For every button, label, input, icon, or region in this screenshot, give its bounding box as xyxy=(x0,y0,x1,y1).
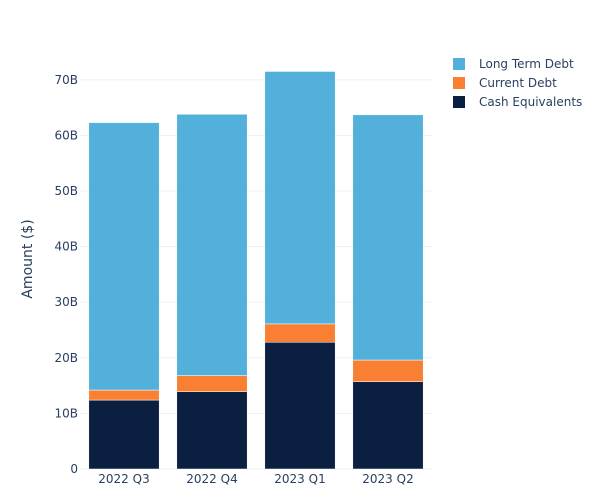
legend-swatch xyxy=(453,58,465,70)
x-tick-label: 2023 Q1 xyxy=(274,472,325,486)
x-tick-label: 2022 Q3 xyxy=(98,472,149,486)
x-tick-label: 2023 Q2 xyxy=(362,472,413,486)
y-tick-label: 30B xyxy=(54,295,78,309)
legend: Long Term Debt Current Debt Cash Equivalen… xyxy=(453,57,582,109)
bar-segment xyxy=(264,71,336,325)
bar-segment xyxy=(264,341,336,470)
bar-segment xyxy=(176,114,248,376)
y-tick-label: 70B xyxy=(54,73,78,87)
bar-segment xyxy=(176,391,248,470)
y-tick-label: 0 xyxy=(70,462,78,476)
x-tick-label: 2022 Q4 xyxy=(186,472,237,486)
bar-segment xyxy=(88,399,160,470)
bar-segment xyxy=(88,389,160,401)
y-tick-label: 60B xyxy=(54,128,78,142)
legend-label: Cash Equivalents xyxy=(479,95,582,109)
y-tick-label: 10B xyxy=(54,406,78,420)
bars-layer xyxy=(88,71,424,470)
x-axis-ticks: 2022 Q3 2022 Q4 2023 Q1 2023 Q2 xyxy=(98,472,413,486)
bar-segment xyxy=(264,323,336,343)
bar-segment xyxy=(176,375,248,392)
bar-segment xyxy=(352,359,424,382)
y-tick-label: 40B xyxy=(54,240,78,254)
bar-segment xyxy=(88,122,160,391)
y-tick-label: 50B xyxy=(54,184,78,198)
y-axis-ticks: 0 10B 20B 30B 40B 50B 60B 70B xyxy=(54,73,78,476)
legend-label: Current Debt xyxy=(479,76,557,90)
bar-segment xyxy=(352,114,424,361)
legend-swatch xyxy=(453,77,465,89)
y-tick-label: 20B xyxy=(54,351,78,365)
legend-label: Long Term Debt xyxy=(479,57,574,71)
bar-segment xyxy=(352,381,424,470)
legend-swatch xyxy=(453,96,465,108)
y-axis-label: Amount ($) xyxy=(20,219,36,298)
